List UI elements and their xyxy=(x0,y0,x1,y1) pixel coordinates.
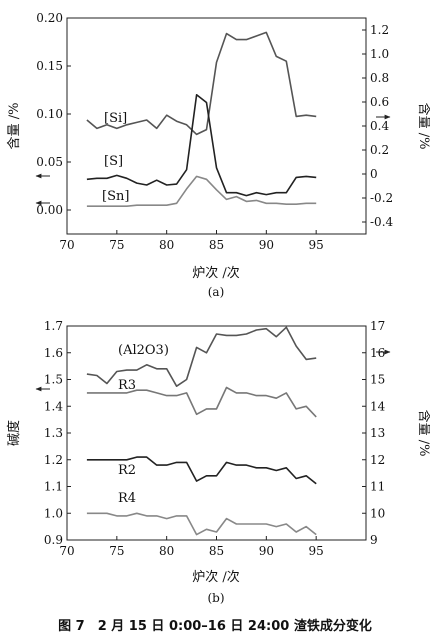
left-y-tick-label-b: 1.2 xyxy=(44,453,63,467)
left-y-tick-label-a: 0.10 xyxy=(36,107,63,121)
right-y-tick-label-a: 0 xyxy=(370,167,378,181)
annotation-r3: R3 xyxy=(118,378,136,393)
right-y-tick-label-b: 12 xyxy=(370,453,385,467)
series-line-r4 xyxy=(86,512,317,536)
left-y-tick-label-b: 0.9 xyxy=(44,533,63,547)
right-y-tick-label-b: 13 xyxy=(370,426,385,440)
series-line-sn xyxy=(86,175,317,207)
figure-caption: 图 7 2 月 15 日 0:00–16 日 24:00 渣铁成分变化 xyxy=(58,619,372,634)
annotation-al2o3: (Al2O3) xyxy=(118,343,169,358)
left-y-tick-label-b: 1.0 xyxy=(44,506,63,520)
x-tick-label-a: 70 xyxy=(59,238,74,252)
right-y-tick-label-b: 14 xyxy=(370,399,386,413)
right-y-tick-label-b: 11 xyxy=(370,480,385,494)
left-y-label-a: 含量 /% xyxy=(6,103,22,150)
series-line-r3 xyxy=(86,386,317,418)
right-y-tick-label-a: 0.2 xyxy=(370,143,389,157)
plot-frame-b xyxy=(66,325,367,541)
left-y-tick-label-a: 0.20 xyxy=(36,11,63,25)
panel-label-b: (b) xyxy=(207,591,224,605)
x-tick-label-b: 70 xyxy=(59,544,74,558)
left-y-tick-label-b: 1.4 xyxy=(44,399,63,413)
x-tick-label-a: 80 xyxy=(159,238,174,252)
right-y-tick-label-a: 1.0 xyxy=(370,47,389,61)
series-line-s xyxy=(86,94,317,197)
annotation-sn: [Sn] xyxy=(102,189,129,204)
x-axis-label-b: 炉次 /次 xyxy=(192,569,240,585)
annotation-r4: R4 xyxy=(118,491,136,506)
right-y-tick-label-b: 10 xyxy=(370,506,385,520)
left-y-tick-label-a: 0.00 xyxy=(36,203,63,217)
x-tick-label-b: 80 xyxy=(159,544,174,558)
left-y-tick-label-b: 1.1 xyxy=(44,480,63,494)
left-y-tick-label-b: 1.5 xyxy=(44,373,63,387)
right-y-tick-label-b: 15 xyxy=(370,373,385,387)
x-tick-label-a: 85 xyxy=(209,238,224,252)
right-y-label-b: 含量 /% xyxy=(416,410,430,457)
series-line-al2o3 xyxy=(86,326,317,388)
left-y-tick-label-b: 1.7 xyxy=(44,319,63,333)
series-line-si xyxy=(86,31,317,136)
left-y-label-b: 碱度 xyxy=(6,420,22,446)
chart-panel-a: 70 75 80 85 90 95 0.000.050.100.150.20 -0.4-0… xyxy=(6,11,430,299)
right-y-tick-label-a: 0.8 xyxy=(370,71,389,85)
axis-arrows-b xyxy=(35,349,391,392)
right-y-tick-label-a: 1.2 xyxy=(370,23,389,37)
right-y-tick-label-b: 9 xyxy=(370,533,378,547)
x-tick-label-b: 95 xyxy=(309,544,324,558)
right-y-tick-label-b: 16 xyxy=(370,346,385,360)
x-tick-label-a: 75 xyxy=(109,238,124,252)
right-y-tick-label-a: 0.4 xyxy=(370,119,389,133)
annotation-s: [S] xyxy=(104,154,123,169)
x-tick-label-b: 75 xyxy=(109,544,124,558)
axis-arrows-a xyxy=(35,114,391,206)
x-tick-label-a: 90 xyxy=(259,238,274,252)
right-y-label-a: 含量 /% xyxy=(416,103,430,150)
x-axis-label-a: 炉次 /次 xyxy=(192,265,240,281)
series-line-r2 xyxy=(86,456,317,485)
annotation-r2: R2 xyxy=(118,463,136,478)
annotation-si: [Si] xyxy=(104,111,127,126)
left-y-tick-label-b: 1.3 xyxy=(44,426,63,440)
right-y-tick-label-a: 0.6 xyxy=(370,95,389,109)
x-tick-label-a: 95 xyxy=(309,238,324,252)
left-y-tick-label-a: 0.15 xyxy=(36,59,63,73)
left-y-tick-label-b: 1.6 xyxy=(44,346,63,360)
x-tick-label-b: 85 xyxy=(209,544,224,558)
right-y-tick-label-b: 17 xyxy=(370,319,385,333)
chart-panel-b: 70 75 80 85 90 95 0.9 1.0 1.1 1.2 1.3 1.4 1.5 1.6 1.7… xyxy=(6,319,430,605)
panel-label-a: (a) xyxy=(208,285,225,299)
left-y-tick-label-a: 0.05 xyxy=(36,155,63,169)
x-tick-label-b: 90 xyxy=(259,544,274,558)
right-y-tick-label-a: -0.4 xyxy=(370,215,394,229)
right-y-tick-label-a: -0.2 xyxy=(370,191,393,205)
